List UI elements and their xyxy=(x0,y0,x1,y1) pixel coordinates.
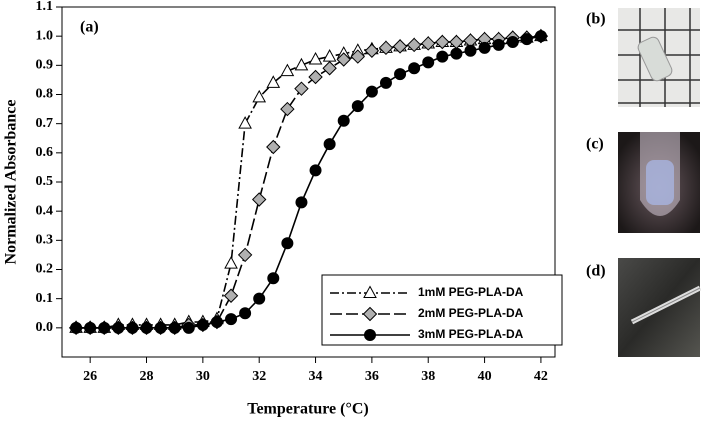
data-point xyxy=(492,38,505,51)
data-point xyxy=(308,51,323,65)
data-point xyxy=(520,33,533,46)
photo-d xyxy=(618,258,702,357)
data-point xyxy=(394,68,407,81)
x-tick-label: 42 xyxy=(534,369,548,384)
data-point xyxy=(322,49,337,62)
data-point xyxy=(435,34,450,50)
y-axis-label: Normalized Absorbance xyxy=(3,100,20,265)
legend-label: 2mM PEG-PLA-DA xyxy=(418,306,524,320)
x-tick-label: 28 xyxy=(140,369,154,384)
x-axis-label: Temperature (°C) xyxy=(247,401,368,418)
data-point xyxy=(379,76,392,89)
y-tick-label: 0.4 xyxy=(36,203,54,218)
data-point xyxy=(182,321,195,334)
y-tick-label: 0.6 xyxy=(36,145,54,160)
data-point xyxy=(351,100,364,113)
data-point xyxy=(436,50,449,63)
series-line xyxy=(76,35,541,329)
x-tick-label: 40 xyxy=(478,369,492,384)
data-point xyxy=(421,36,436,51)
data-point xyxy=(337,114,350,127)
data-point xyxy=(154,321,167,334)
y-tick-label: 0.9 xyxy=(36,58,54,73)
data-point xyxy=(294,57,309,71)
data-point xyxy=(266,139,281,155)
data-point xyxy=(478,41,491,54)
data-point xyxy=(308,69,323,85)
data-point xyxy=(98,321,111,334)
data-point xyxy=(267,272,280,285)
data-point xyxy=(506,36,519,48)
y-tick-label: 1.1 xyxy=(36,0,54,14)
y-tick-label: 0.0 xyxy=(36,320,54,335)
y-tick-label: 1.0 xyxy=(36,28,54,43)
data-point xyxy=(280,101,295,117)
data-point xyxy=(392,39,408,54)
legend-marker xyxy=(363,285,377,298)
data-point xyxy=(210,316,223,328)
data-point xyxy=(196,318,209,331)
data-point xyxy=(237,247,253,263)
data-point xyxy=(239,307,252,320)
panel-label: (a) xyxy=(80,19,99,36)
panel-label: (d) xyxy=(586,263,606,280)
data-point xyxy=(406,37,422,53)
data-point xyxy=(365,85,378,98)
y-tick-label: 0.5 xyxy=(36,174,54,189)
data-point xyxy=(464,44,477,57)
legend-marker xyxy=(362,306,378,322)
panel-label: (c) xyxy=(586,136,604,153)
data-point xyxy=(140,321,153,334)
data-point xyxy=(350,49,366,64)
data-point xyxy=(295,196,308,209)
data-point xyxy=(422,56,435,69)
y-tick-label: 0.2 xyxy=(36,262,54,277)
data-point xyxy=(378,40,394,56)
legend-marker xyxy=(364,329,376,341)
data-point xyxy=(251,192,267,207)
data-point xyxy=(223,288,239,303)
y-tick-label: 0.8 xyxy=(36,87,54,102)
data-point xyxy=(70,321,83,334)
panel-label: (b) xyxy=(586,11,606,28)
data-point xyxy=(408,62,421,75)
data-point xyxy=(253,292,266,305)
data-point xyxy=(281,237,294,250)
data-point xyxy=(252,89,267,103)
data-point xyxy=(224,256,238,269)
y-tick-label: 0.3 xyxy=(36,233,54,248)
x-tick-label: 30 xyxy=(196,369,210,384)
y-tick-label: 0.1 xyxy=(36,291,54,306)
photo-c xyxy=(618,132,700,233)
series-line xyxy=(76,35,541,329)
x-tick-label: 26 xyxy=(83,369,97,384)
data-point xyxy=(84,321,97,334)
x-tick-label: 36 xyxy=(365,369,379,384)
data-point xyxy=(323,138,336,151)
legend xyxy=(321,274,563,346)
y-tick-label: 0.7 xyxy=(36,116,54,131)
data-point xyxy=(322,61,337,76)
data-point xyxy=(126,321,139,334)
legend-label: 1mM PEG-PLA-DA xyxy=(418,285,524,299)
data-point xyxy=(336,52,351,67)
data-point xyxy=(309,164,322,177)
data-point xyxy=(364,43,380,58)
x-tick-label: 38 xyxy=(421,369,435,384)
data-point xyxy=(225,313,238,326)
data-point xyxy=(294,81,309,96)
x-tick-label: 34 xyxy=(309,369,323,384)
legend-label: 3mM PEG-PLA-DA xyxy=(418,327,524,341)
data-point xyxy=(238,116,252,129)
photo-b xyxy=(618,8,700,107)
data-point xyxy=(280,63,295,77)
data-point xyxy=(168,321,181,334)
x-tick-label: 32 xyxy=(252,369,266,384)
data-point xyxy=(266,75,281,88)
data-point xyxy=(112,321,125,334)
data-point xyxy=(534,30,547,43)
data-point xyxy=(450,47,463,60)
